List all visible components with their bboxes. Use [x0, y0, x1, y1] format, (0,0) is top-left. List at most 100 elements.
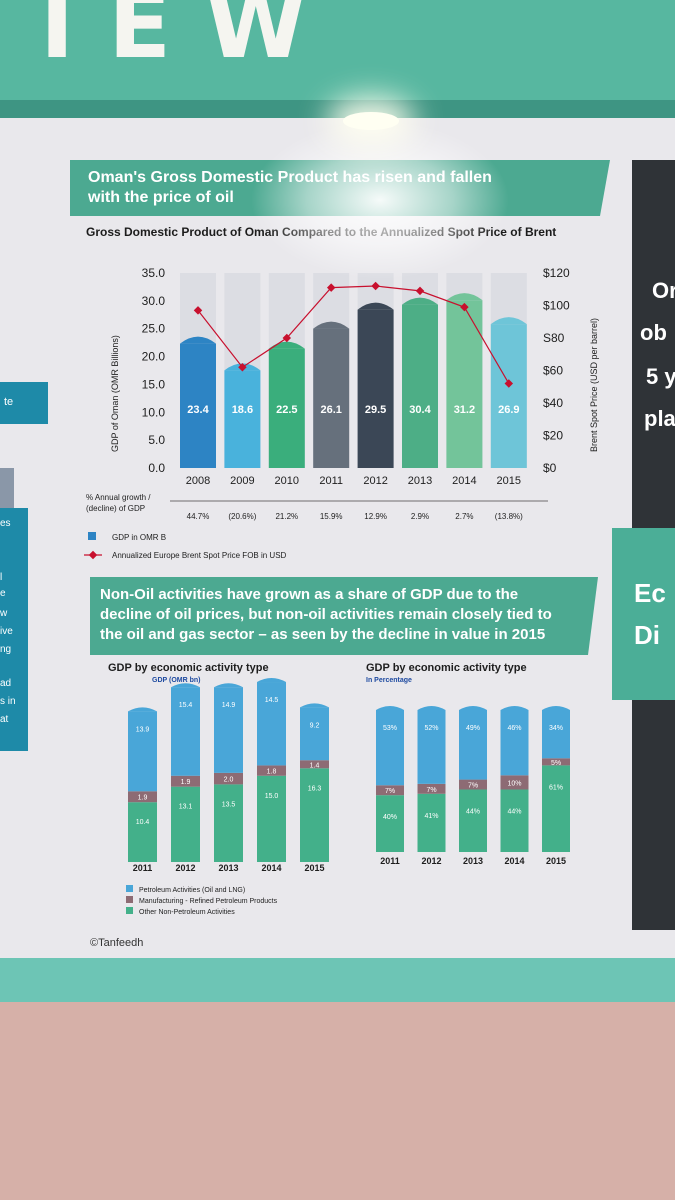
stacked-segment [542, 765, 570, 852]
x-tick-label: 2013 [408, 475, 432, 487]
stacked-segment [214, 687, 243, 773]
right-panel-line: Ec [634, 578, 666, 608]
stacked-segment-label: 15.0 [265, 793, 279, 800]
y-tick-label: 15.0 [142, 377, 166, 391]
left-panel-line: ive [0, 626, 13, 637]
stacked-segment-label: 61% [549, 784, 563, 791]
growth-row-label: % Annual growth / [86, 493, 151, 502]
bottom-wall-band [0, 958, 675, 1002]
stacked-segment [417, 793, 446, 852]
x-tick-label: 2011 [319, 475, 343, 487]
legend-label: Manufacturing - Refined Petroleum Produc… [139, 898, 278, 905]
growth-value: 2.7% [455, 512, 473, 521]
floor [0, 1002, 675, 1200]
stacked-segment [300, 707, 329, 761]
brent-price-point [460, 302, 469, 312]
stacked-bar-cap [376, 706, 404, 710]
brent-price-point [504, 379, 514, 388]
stacked-segment [257, 765, 286, 776]
stacked-segment [459, 789, 487, 852]
gdp-bar-cap [446, 293, 483, 301]
left-panel-line: ng [0, 644, 12, 655]
stacked-bar-cap [171, 683, 200, 688]
stacked-segment-label: 13.5 [222, 801, 236, 808]
left-panel-tab [0, 382, 48, 424]
stacked-segment-label: 13.9 [136, 726, 150, 733]
stacked-segment [500, 789, 529, 852]
wall-lettering: IEW [40, 0, 341, 79]
gdp-bar-label: 29.5 [365, 404, 386, 416]
gdp-bar [402, 304, 438, 468]
legend-label-gdp: GDP in OMR B [112, 533, 166, 542]
legend-label: Other Non-Petroleum Activities [139, 909, 235, 916]
stacked-segment-label: 46% [507, 725, 521, 732]
x-tick-label: 2015 [497, 475, 521, 487]
stacked-segment [128, 791, 157, 803]
x-tick-label: 2014 [261, 863, 281, 873]
right-panel-line: Or [652, 278, 675, 303]
growth-value: 44.7% [187, 512, 210, 521]
right-panel-line: pla [644, 406, 675, 431]
brent-price-point [193, 306, 203, 315]
growth-row-label: (decline) of GDP [86, 504, 145, 513]
gdp-bar-cap [180, 336, 216, 344]
left-panel-line: ad [0, 678, 12, 689]
stacked-segment-label: 2.0 [224, 777, 234, 784]
ceiling-lamp [343, 112, 399, 130]
gdp-bar-cap [490, 317, 527, 325]
stacked-segment [500, 710, 529, 776]
gdp-bar-label: 18.6 [232, 404, 253, 416]
right-panel-line: 5 y [646, 364, 675, 389]
stacked-segment-label: 44% [466, 809, 480, 816]
gdp-bar [357, 309, 394, 468]
x-tick-label: 2014 [452, 475, 476, 487]
header-line: Non-Oil activities have grown as a share… [100, 586, 519, 603]
stacked-segment-label: 41% [424, 813, 438, 820]
stacked-segment [214, 772, 243, 785]
stacked-segment-label: 7% [468, 783, 478, 790]
y-tick-label: 35.0 [142, 266, 166, 280]
stacked-segment-label: 16.3 [308, 785, 322, 792]
stacked-segment-label: 14.5 [265, 697, 279, 704]
stacked-segment-label: 10.4 [136, 819, 150, 826]
legend-swatch [126, 885, 133, 892]
stacked-segment [214, 784, 243, 862]
gdp-bar [224, 370, 261, 468]
legend-label: Petroleum Activities (Oil and LNG) [139, 887, 245, 894]
credit-text: ©Tanfeedh [90, 937, 144, 949]
left-panel-line: e [0, 588, 6, 599]
y2-tick-label: S80 [543, 331, 565, 345]
header-line: with the price of oil [88, 189, 234, 206]
stacked-segment [128, 711, 157, 792]
top-wall-band [0, 0, 675, 118]
x-tick-label: 2015 [304, 863, 324, 873]
y2-tick-label: $100 [543, 299, 570, 313]
stacked-bar-cap [257, 678, 286, 683]
left-panel-line: at [0, 714, 9, 725]
stacked-chart-title: GDP by economic activity type [108, 662, 269, 674]
gdp-bar-cap [357, 302, 394, 310]
y2-tick-label: $60 [543, 364, 563, 378]
legend-label-brent: Annualized Europe Brent Spot Price FOB i… [112, 551, 287, 560]
right-panel-teal: Ec Di [612, 528, 675, 700]
left-panel: es l e w ive ng ad s in at [0, 508, 28, 751]
stacked-segment [171, 775, 200, 787]
stacked-segment-label: 5% [551, 760, 561, 767]
growth-value: 21.2% [275, 512, 298, 521]
x-tick-label: 2013 [463, 856, 483, 866]
stacked-segment-label: 40% [383, 814, 397, 821]
x-tick-label: 2013 [218, 863, 238, 873]
y2-tick-label: $120 [543, 266, 570, 280]
stacked-bar-cap [417, 706, 446, 710]
stacked-segment [376, 795, 404, 852]
header-line: the oil and gas sector – as seen by the … [100, 626, 546, 643]
y-tick-label: 5.0 [148, 433, 165, 447]
stacked-chart-title: GDP by economic activity type [366, 662, 527, 674]
x-tick-label: 2008 [186, 475, 210, 487]
stacked-segment [171, 786, 200, 862]
y2-axis-label: Brent Spot Price (USD per barrel) [589, 318, 599, 452]
stacked-segment-label: 7% [385, 788, 395, 795]
y2-tick-label: $0 [543, 461, 557, 475]
growth-value: 15.9% [320, 512, 343, 521]
